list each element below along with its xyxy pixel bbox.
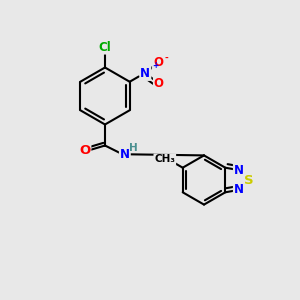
- Text: +: +: [152, 61, 158, 70]
- Text: -: -: [165, 54, 168, 63]
- Text: CH₃: CH₃: [154, 154, 175, 164]
- Text: O: O: [79, 144, 90, 157]
- Text: N: N: [120, 148, 130, 161]
- Text: O: O: [153, 56, 163, 69]
- Text: H: H: [130, 142, 138, 153]
- Text: Cl: Cl: [99, 40, 111, 54]
- Text: N: N: [234, 164, 244, 177]
- Text: N: N: [140, 67, 150, 80]
- Text: O: O: [154, 76, 164, 90]
- Text: S: S: [244, 173, 254, 187]
- Text: N: N: [234, 183, 244, 196]
